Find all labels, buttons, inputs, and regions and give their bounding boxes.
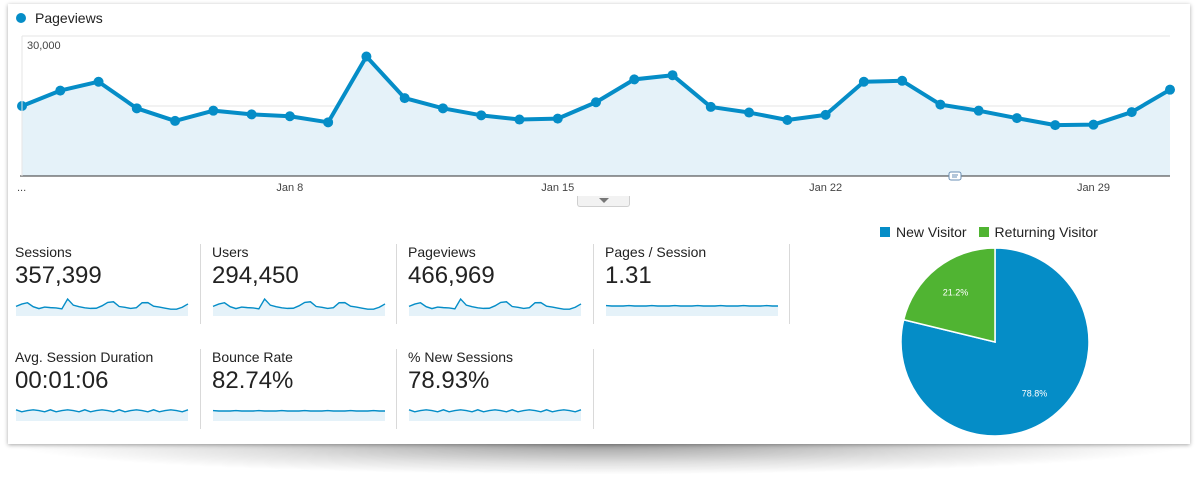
sparkline-area bbox=[606, 305, 778, 316]
data-point bbox=[437, 103, 448, 114]
data-point bbox=[208, 105, 219, 116]
metric-sessions[interactable]: Sessions 357,399 bbox=[15, 244, 191, 326]
legend-label-new-visitor: New Visitor bbox=[896, 224, 967, 240]
legend-item-new-visitor[interactable]: New Visitor bbox=[880, 224, 967, 240]
data-point bbox=[284, 111, 295, 122]
card-shadow bbox=[20, 444, 1180, 474]
visitor-pie-legend: New Visitor Returning Visitor bbox=[880, 224, 1110, 240]
metric-divider bbox=[593, 244, 594, 324]
metric-avg-session-duration[interactable]: Avg. Session Duration 00:01:06 bbox=[15, 349, 191, 431]
pageviews-area bbox=[22, 56, 1170, 176]
metric-value: 294,450 bbox=[212, 262, 299, 289]
sparkline-line bbox=[408, 409, 582, 413]
data-point bbox=[820, 109, 831, 120]
sparkline bbox=[15, 409, 189, 421]
metric-divider bbox=[789, 244, 790, 324]
sparkline-line bbox=[212, 297, 386, 310]
data-point bbox=[514, 114, 525, 125]
x-tick-label: Jan 8 bbox=[276, 182, 303, 194]
metric-label: Sessions bbox=[15, 244, 72, 260]
returning-visitor-swatch bbox=[978, 227, 989, 237]
sparkline bbox=[408, 297, 582, 316]
metric-label: Pageviews bbox=[408, 244, 476, 260]
data-point bbox=[1050, 120, 1061, 131]
pageviews-legend-dot bbox=[16, 13, 26, 23]
collapse-chart-toggle[interactable] bbox=[577, 196, 630, 207]
data-point bbox=[1165, 84, 1175, 95]
legend-label-returning-visitor: Returning Visitor bbox=[994, 224, 1098, 240]
data-point bbox=[705, 101, 716, 112]
metric-value: 466,969 bbox=[408, 262, 495, 289]
data-point bbox=[591, 97, 601, 108]
metric-pages-per-session[interactable]: Pages / Session 1.31 bbox=[605, 244, 781, 326]
metric-bounce-rate[interactable]: Bounce Rate 82.74% bbox=[212, 349, 388, 431]
sparkline-line bbox=[15, 297, 189, 310]
metric-label: Users bbox=[212, 244, 249, 260]
pageviews-legend: Pageviews bbox=[16, 10, 103, 26]
metric-value: 1.31 bbox=[605, 262, 652, 289]
metric-label: % New Sessions bbox=[408, 349, 514, 365]
metric-users[interactable]: Users 294,450 bbox=[212, 244, 388, 326]
metric-label: Pages / Session bbox=[605, 244, 707, 260]
data-point bbox=[1011, 113, 1022, 124]
metric-divider bbox=[200, 244, 201, 324]
data-point bbox=[1088, 119, 1099, 130]
data-point bbox=[399, 93, 410, 104]
metric-divider bbox=[200, 349, 201, 429]
data-point bbox=[552, 113, 563, 124]
data-point bbox=[323, 117, 334, 128]
metric-value: 357,399 bbox=[15, 262, 102, 289]
x-tick-label: Jan 29 bbox=[1077, 182, 1110, 194]
metric-value: 82.74% bbox=[212, 367, 294, 394]
data-point bbox=[246, 109, 257, 120]
data-point bbox=[361, 51, 372, 62]
x-tick-label: Jan 15 bbox=[541, 182, 574, 194]
data-point bbox=[170, 115, 181, 126]
metric-new-sessions[interactable]: % New Sessions 78.93% bbox=[408, 349, 584, 431]
data-point bbox=[935, 99, 946, 110]
metric-divider bbox=[593, 349, 594, 429]
sparkline bbox=[212, 409, 385, 421]
sparkline bbox=[408, 409, 582, 421]
data-point bbox=[476, 110, 487, 121]
metric-divider bbox=[396, 349, 397, 429]
annotation-bubble-icon bbox=[948, 171, 962, 181]
pageviews-legend-label: Pageviews bbox=[35, 10, 103, 26]
metric-value: 78.93% bbox=[408, 367, 490, 394]
x-tick-label: Jan 22 bbox=[809, 182, 842, 194]
y-tick-label: 30,000 bbox=[27, 40, 61, 52]
sparkline bbox=[15, 297, 189, 316]
data-point bbox=[858, 76, 869, 87]
sparkline bbox=[605, 304, 778, 316]
metric-divider bbox=[396, 244, 397, 324]
data-point bbox=[744, 107, 755, 118]
data-point bbox=[131, 103, 142, 114]
x-tick-label: ... bbox=[17, 182, 26, 194]
data-point bbox=[55, 85, 66, 96]
data-point bbox=[667, 70, 678, 81]
metric-value: 00:01:06 bbox=[15, 367, 109, 394]
metric-label: Avg. Session Duration bbox=[15, 349, 154, 365]
metric-label: Bounce Rate bbox=[212, 349, 293, 365]
data-point bbox=[897, 75, 908, 86]
data-point bbox=[782, 115, 793, 125]
data-point bbox=[1126, 107, 1137, 118]
sparkline-area bbox=[16, 409, 188, 421]
sparkline-area bbox=[409, 409, 581, 421]
data-point bbox=[629, 74, 640, 85]
new-visitor-swatch bbox=[880, 227, 890, 237]
sparkline bbox=[212, 297, 386, 316]
sparkline-line bbox=[15, 409, 189, 413]
data-point bbox=[973, 105, 984, 116]
sparkline-line bbox=[408, 297, 582, 310]
data-point bbox=[93, 76, 104, 87]
sparkline-area bbox=[213, 410, 385, 421]
metric-pageviews[interactable]: Pageviews 466,969 bbox=[408, 244, 584, 326]
legend-item-returning-visitor[interactable]: Returning Visitor bbox=[978, 224, 1098, 240]
